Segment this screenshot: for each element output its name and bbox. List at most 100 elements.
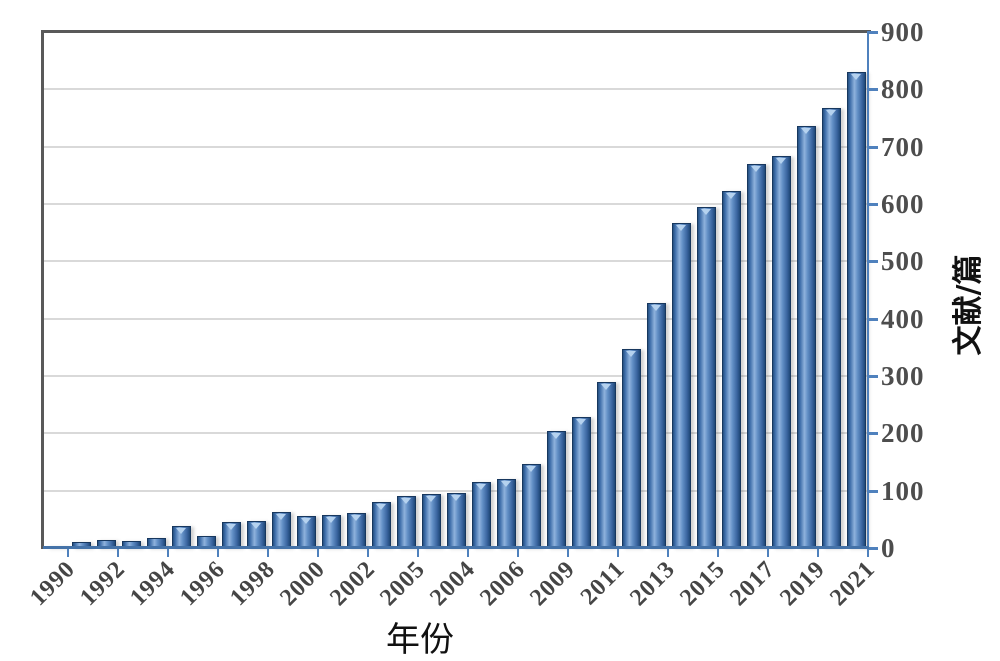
bar-year-idx-17	[472, 482, 491, 548]
x-tick-label: 1992	[74, 556, 130, 612]
y-tick-label: 0	[881, 533, 896, 563]
bar-top-bevel-icon	[526, 465, 537, 472]
bar-1996	[197, 535, 216, 548]
bar-top-bevel-icon	[626, 351, 637, 358]
bar-2002	[347, 512, 366, 548]
x-tick-label: 2002	[324, 556, 380, 612]
bar-top-bevel-icon	[851, 74, 862, 81]
x-tick-label: 1996	[174, 556, 230, 612]
y-tick-label: 300	[881, 361, 925, 391]
bar-2006	[497, 478, 516, 548]
x-axis-tick	[817, 549, 819, 557]
bar-2017	[747, 164, 766, 548]
bar-year-idx-31	[822, 108, 841, 548]
x-axis-tick	[867, 549, 869, 557]
bar-1998	[247, 521, 266, 548]
bar-2019	[797, 125, 816, 548]
y-axis-tick	[869, 489, 878, 493]
y-tick-label: 800	[881, 74, 925, 105]
bar-2021	[847, 72, 866, 548]
bar-top-bevel-icon	[401, 497, 412, 504]
y-axis-tick	[869, 145, 878, 149]
gridline	[43, 432, 868, 435]
x-tick-label: 2015	[674, 556, 730, 612]
bar-top-bevel-icon	[451, 494, 462, 501]
plot-border-left	[41, 30, 44, 549]
y-axis-tick	[869, 88, 878, 92]
bar-top-bevel-icon	[226, 524, 237, 531]
bar-2015	[697, 207, 716, 548]
bar-year-idx-3	[122, 541, 141, 548]
x-axis-tick	[217, 549, 219, 557]
x-axis-tick	[567, 549, 569, 557]
bar-top-bevel-icon	[701, 209, 712, 216]
bar-year-idx-27	[722, 190, 741, 548]
x-tick-label: 2006	[474, 556, 530, 612]
bar-top-bevel-icon	[726, 192, 737, 199]
x-tick-label: 2004	[424, 556, 480, 612]
gridline	[43, 375, 868, 377]
bar-top-bevel-icon	[176, 528, 187, 535]
x-axis-tick	[317, 549, 319, 557]
y-axis-tick	[869, 375, 878, 378]
bar-top-bevel-icon	[301, 518, 312, 525]
x-axis-title: 年份	[386, 620, 454, 660]
bar-year-idx-25	[672, 223, 691, 548]
y-tick-label: 200	[881, 418, 925, 449]
bar-top-bevel-icon	[751, 166, 762, 173]
y-axis-tick	[869, 31, 878, 34]
x-tick-label: 1990	[24, 556, 80, 612]
bar-year-idx-15	[422, 494, 441, 548]
x-tick-label: 2013	[624, 556, 680, 612]
bar-2013	[647, 303, 666, 548]
bar-top-bevel-icon	[576, 418, 587, 425]
y-axis-tick	[869, 547, 878, 550]
y-tick-label: 400	[881, 303, 925, 334]
gridline	[43, 260, 868, 263]
bar-top-bevel-icon	[501, 480, 512, 487]
gridline	[43, 203, 868, 205]
bar-1994	[147, 538, 166, 548]
gridline	[43, 145, 868, 148]
y-axis-tick	[869, 203, 878, 206]
bar-year-idx-5	[172, 526, 191, 548]
x-axis-tick	[667, 549, 669, 557]
bar-year-idx-13	[372, 502, 391, 548]
bar-top-bevel-icon	[551, 433, 562, 440]
x-axis-tick	[617, 549, 619, 557]
bar-top-bevel-icon	[351, 514, 362, 521]
bar-top-bevel-icon	[376, 504, 387, 511]
y-tick-label: 700	[881, 131, 925, 162]
x-axis-tick	[117, 549, 119, 557]
x-tick-label: 1998	[224, 556, 280, 612]
bar-year-idx-7	[222, 522, 241, 548]
y-tick-label: 500	[881, 246, 925, 277]
x-tick-label: 2009	[524, 556, 580, 612]
x-tick-label: 1994	[124, 556, 180, 612]
bar-2011	[597, 381, 616, 548]
x-axis-tick	[367, 549, 369, 557]
bar-top-bevel-icon	[776, 158, 787, 164]
gridline	[43, 489, 868, 492]
bar-top-bevel-icon	[651, 305, 662, 312]
x-axis-tick	[717, 549, 719, 557]
y-axis-tick	[869, 260, 878, 264]
bar-top-bevel-icon	[326, 516, 337, 523]
y-axis-line	[867, 31, 869, 549]
x-axis-line	[43, 546, 869, 549]
bar-year-idx-21	[572, 416, 591, 548]
x-tick-label: 2005	[374, 556, 430, 612]
x-axis-tick	[67, 549, 69, 557]
bar-top-bevel-icon	[426, 496, 437, 503]
bar-top-bevel-icon	[251, 523, 262, 530]
x-tick-label: 2019	[774, 556, 830, 612]
plot-area	[43, 32, 868, 548]
bar-2009	[547, 431, 566, 548]
y-axis-tick	[869, 317, 878, 321]
x-axis-tick	[467, 549, 469, 557]
bar-2005	[397, 495, 416, 548]
bar-top-bevel-icon	[476, 484, 487, 491]
bar-1992	[97, 540, 116, 548]
x-axis-tick	[167, 549, 169, 557]
